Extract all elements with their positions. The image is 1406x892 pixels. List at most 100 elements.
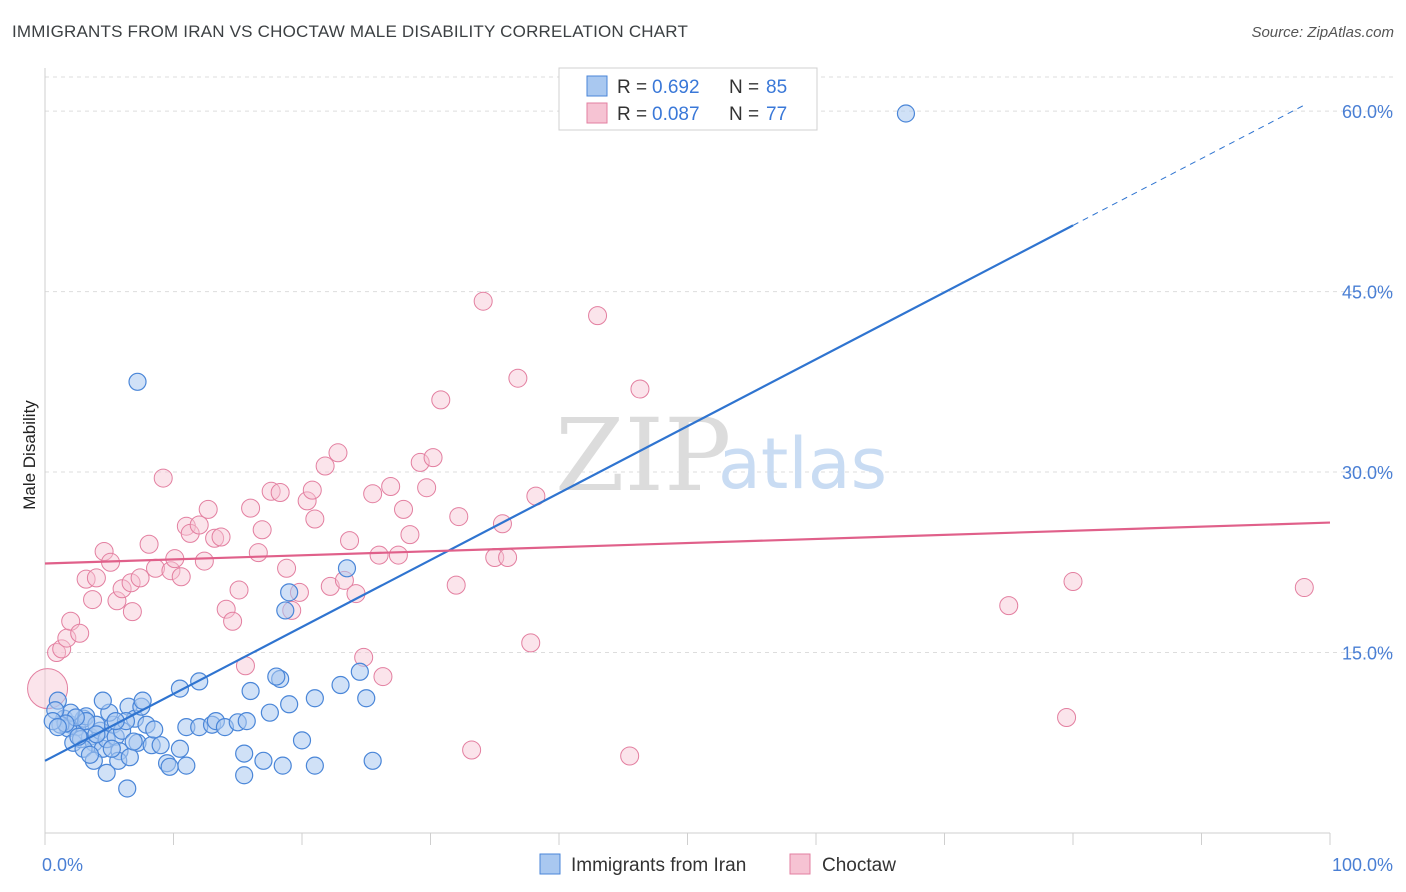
choctaw-point bbox=[315, 456, 335, 476]
iran-point bbox=[118, 779, 137, 798]
y-axis-label: Male Disability bbox=[20, 400, 39, 510]
iran-point bbox=[93, 691, 112, 710]
iran-point bbox=[177, 756, 196, 775]
choctaw-point bbox=[328, 443, 348, 463]
iran-point bbox=[273, 756, 292, 775]
choctaw-point bbox=[1057, 707, 1077, 727]
choctaw-point bbox=[620, 746, 640, 766]
legend-r-value-choctaw: 0.087 bbox=[652, 104, 700, 125]
legend-n-label: N = bbox=[729, 77, 759, 98]
choctaw-point bbox=[297, 491, 317, 511]
choctaw-point bbox=[1294, 578, 1314, 598]
iran-point bbox=[254, 751, 273, 770]
bottom-legend-swatch-choctaw bbox=[789, 853, 811, 875]
choctaw-point bbox=[83, 590, 103, 610]
chart-source: Source: ZipAtlas.com bbox=[1251, 24, 1394, 41]
iran-point bbox=[896, 104, 916, 123]
choctaw-point bbox=[248, 543, 268, 563]
choctaw-point bbox=[270, 483, 290, 503]
choctaw-point bbox=[52, 639, 72, 659]
legend-n-value-choctaw: 77 bbox=[766, 104, 787, 125]
choctaw-point bbox=[241, 498, 261, 518]
x-tick-label: 0.0% bbox=[42, 855, 83, 875]
iran-point bbox=[145, 720, 164, 739]
choctaw-point bbox=[508, 368, 528, 388]
bottom-legend: Immigrants from Iran Choctaw bbox=[539, 853, 896, 876]
choctaw-point bbox=[446, 575, 466, 595]
iran-point bbox=[241, 681, 260, 701]
choctaw-point bbox=[630, 379, 650, 399]
choctaw-point bbox=[161, 561, 181, 581]
choctaw-point bbox=[223, 611, 243, 631]
choctaw-point bbox=[462, 740, 482, 760]
watermark-atlas: atlas bbox=[718, 423, 887, 505]
iran-point bbox=[48, 718, 67, 737]
choctaw-point bbox=[70, 623, 90, 643]
legend-n-label: N = bbox=[729, 104, 759, 125]
legend-r-label: R = bbox=[617, 77, 647, 98]
iran-point bbox=[124, 732, 143, 751]
legend-n-value-iran: 85 bbox=[766, 77, 787, 98]
choctaw-point bbox=[400, 525, 420, 545]
iran-point bbox=[305, 689, 324, 708]
choctaw-point bbox=[94, 541, 114, 561]
iran-point bbox=[235, 744, 254, 763]
iran-point bbox=[292, 731, 312, 750]
iran-point bbox=[331, 675, 350, 695]
iran-point bbox=[305, 756, 324, 775]
choctaw-point bbox=[76, 569, 96, 589]
chart-title: IMMIGRANTS FROM IRAN VS CHOCTAW MALE DIS… bbox=[12, 22, 689, 41]
choctaw-point bbox=[431, 390, 451, 410]
choctaw-point bbox=[363, 484, 383, 504]
x-tick-labels: 0.0% 100.0% bbox=[42, 855, 1393, 875]
choctaw-point bbox=[277, 558, 297, 578]
choctaw-point bbox=[423, 448, 443, 468]
choctaw-point bbox=[211, 527, 231, 547]
bottom-legend-swatch-iran bbox=[539, 853, 561, 875]
choctaw-point bbox=[410, 452, 430, 472]
iran-point bbox=[267, 667, 286, 686]
choctaw-point bbox=[198, 499, 218, 519]
choctaw-point bbox=[216, 599, 236, 619]
choctaw-point bbox=[521, 633, 541, 653]
choctaw-point bbox=[473, 291, 493, 311]
y-tick-label: 15.0% bbox=[1342, 644, 1393, 664]
choctaw-point bbox=[417, 478, 437, 498]
choctaw-point bbox=[449, 507, 469, 527]
x-tick-label: 100.0% bbox=[1332, 855, 1393, 875]
iran-point bbox=[237, 712, 256, 731]
iran-point bbox=[97, 763, 116, 782]
choctaw-point bbox=[194, 551, 214, 571]
iran-point bbox=[128, 372, 147, 391]
iran-point bbox=[120, 748, 139, 767]
iran-point bbox=[337, 559, 357, 578]
choctaw-point bbox=[320, 576, 340, 596]
choctaw-point bbox=[340, 531, 360, 551]
choctaw-point bbox=[381, 476, 401, 496]
choctaw-point bbox=[122, 602, 142, 622]
iran-point bbox=[260, 703, 279, 722]
iran-points bbox=[43, 104, 916, 798]
choctaw-point bbox=[373, 667, 393, 687]
legend-swatch-iran bbox=[586, 75, 608, 97]
choctaw-trendline bbox=[44, 521, 1331, 565]
choctaw-point bbox=[498, 547, 518, 567]
legend: R = 0.692 N = 85 R = 0.087 N = 77 bbox=[558, 67, 818, 131]
iran-trendline bbox=[44, 224, 1074, 762]
iran-point bbox=[350, 662, 369, 681]
choctaw-point bbox=[86, 568, 106, 588]
iran-point bbox=[357, 689, 376, 708]
choctaw-point bbox=[229, 580, 249, 600]
choctaw-point bbox=[189, 515, 209, 535]
iran-point bbox=[276, 601, 295, 620]
choctaw-point bbox=[369, 545, 389, 565]
legend-r-label: R = bbox=[617, 104, 647, 125]
axes bbox=[44, 68, 1331, 845]
iran-point bbox=[363, 751, 382, 770]
iran-point bbox=[280, 695, 299, 714]
y-tick-label: 45.0% bbox=[1342, 283, 1393, 303]
y-tick-label: 60.0% bbox=[1342, 102, 1393, 122]
choctaw-point bbox=[47, 643, 67, 663]
y-tick-label: 30.0% bbox=[1342, 463, 1393, 483]
choctaw-point bbox=[121, 573, 141, 593]
